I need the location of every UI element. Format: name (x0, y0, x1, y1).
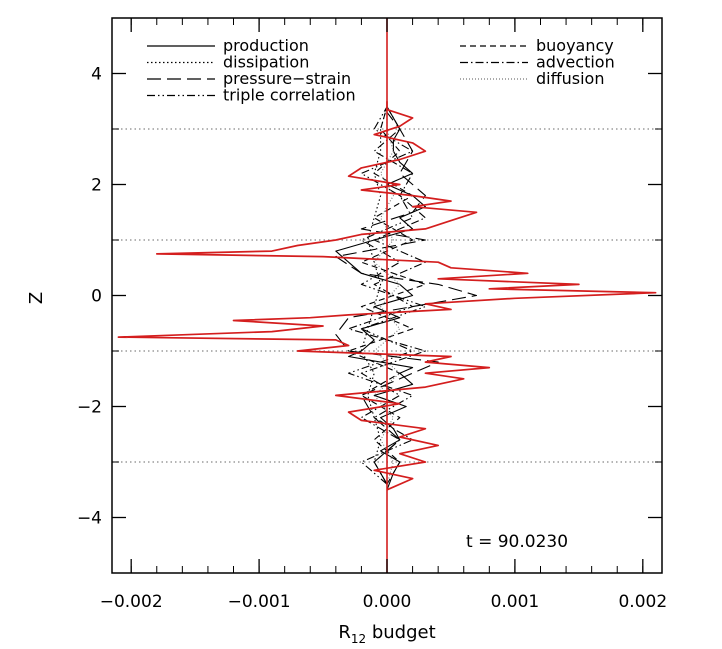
legend-label: diffusion (536, 69, 604, 88)
x-axis-title: R12 budget (338, 622, 435, 646)
x-tick-label: −0.002 (100, 592, 163, 612)
legend: productiondissipationpressure−straintrip… (147, 36, 615, 105)
series-lines (118, 18, 655, 573)
x-tick-label: 0.002 (618, 592, 667, 612)
time-annotation: t = 90.0230 (466, 532, 568, 552)
x-axis-title-subscript: 12 (351, 632, 366, 646)
x-axis-title-suffix: budget (366, 622, 436, 643)
legend-label: triple correlation (223, 86, 356, 105)
y-tick-label: 2 (91, 176, 102, 196)
y-tick-label: −4 (77, 509, 102, 529)
y-tick-label: 0 (91, 287, 102, 307)
x-tick-label: 0.001 (491, 592, 540, 612)
y-tick-label: 4 (91, 65, 102, 85)
x-axis-title-main: R (338, 622, 351, 643)
y-axis-title: Z (26, 292, 47, 304)
x-tick-label: 0.000 (363, 592, 412, 612)
y-tick-label: −2 (77, 398, 102, 418)
x-tick-label: −0.001 (228, 592, 291, 612)
